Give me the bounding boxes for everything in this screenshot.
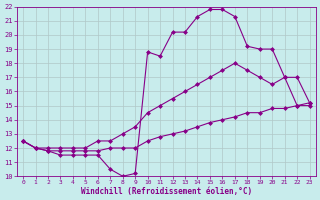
X-axis label: Windchill (Refroidissement éolien,°C): Windchill (Refroidissement éolien,°C) — [81, 187, 252, 196]
